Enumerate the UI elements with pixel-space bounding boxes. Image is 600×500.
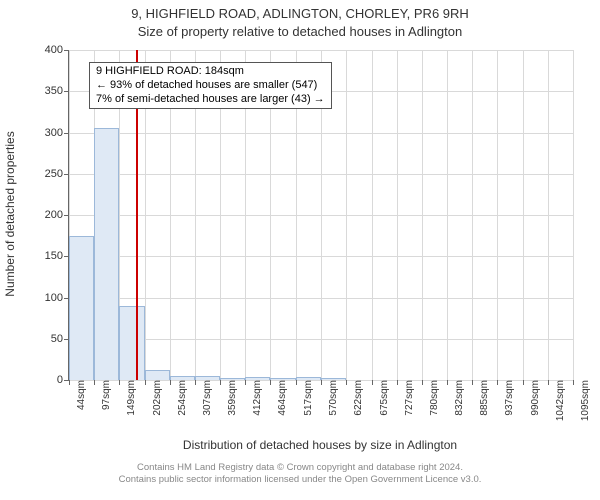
histogram-bar [321,378,346,380]
xtick-label: 202sqm [150,380,163,440]
histogram-bar [145,370,170,380]
xtick-mark [472,380,473,385]
xtick-label: 885sqm [477,380,490,440]
xtick-label: 464sqm [275,380,288,440]
xtick-mark [497,380,498,385]
gridline-v [573,50,574,380]
xtick-mark [245,380,246,385]
info-box-line: ← 93% of detached houses are smaller (54… [96,79,325,93]
xtick-label: 254sqm [175,380,188,440]
histogram-bar [245,377,270,380]
histogram-bar [94,128,119,380]
xtick-label: 937sqm [502,380,515,440]
histogram-bar [220,378,245,380]
xtick-label: 675sqm [377,380,390,440]
xtick-mark [397,380,398,385]
xtick-mark [220,380,221,385]
xtick-label: 307sqm [200,380,213,440]
info-box-line: 9 HIGHFIELD ROAD: 184sqm [96,65,325,79]
xtick-label: 727sqm [402,380,415,440]
gridline-v [346,50,347,380]
xtick-label: 1042sqm [553,380,566,440]
chart-title-line2: Size of property relative to detached ho… [0,24,600,39]
xtick-label: 990sqm [528,380,541,440]
xtick-label: 44sqm [74,380,87,440]
info-box: 9 HIGHFIELD ROAD: 184sqm← 93% of detache… [89,62,332,109]
gridline-v [372,50,373,380]
histogram-bar [119,306,144,380]
chart-root: 9, HIGHFIELD ROAD, ADLINGTON, CHORLEY, P… [0,0,600,500]
xtick-label: 570sqm [326,380,339,440]
xtick-label: 359sqm [225,380,238,440]
footer-line2: Contains public sector information licen… [0,474,600,486]
gridline-v [548,50,549,380]
ytick-label: 150 [45,250,69,262]
ytick-label: 0 [57,374,69,386]
ytick-label: 100 [45,292,69,304]
xtick-label: 149sqm [124,380,137,440]
xtick-label: 97sqm [99,380,112,440]
ytick-label: 400 [45,44,69,56]
xtick-mark [170,380,171,385]
histogram-bar [195,376,220,380]
xtick-mark [422,380,423,385]
gridline-v [523,50,524,380]
gridline-v [422,50,423,380]
xtick-mark [296,380,297,385]
histogram-bar [170,376,195,380]
gridline-v [472,50,473,380]
chart-title-line1: 9, HIGHFIELD ROAD, ADLINGTON, CHORLEY, P… [0,6,600,21]
ytick-label: 250 [45,168,69,180]
ytick-label: 300 [45,127,69,139]
xtick-mark [145,380,146,385]
gridline-v [447,50,448,380]
chart-footer: Contains HM Land Registry data © Crown c… [0,462,600,486]
xtick-mark [523,380,524,385]
xtick-mark [346,380,347,385]
info-box-line: 7% of semi-detached houses are larger (4… [96,93,325,107]
xtick-label: 412sqm [250,380,263,440]
xtick-mark [94,380,95,385]
xtick-mark [548,380,549,385]
xtick-mark [119,380,120,385]
histogram-bar [270,378,295,380]
xtick-mark [372,380,373,385]
ytick-label: 50 [51,333,69,345]
xtick-label: 832sqm [452,380,465,440]
histogram-bar [69,236,94,380]
xtick-mark [447,380,448,385]
footer-line1: Contains HM Land Registry data © Crown c… [0,462,600,474]
xtick-label: 1095sqm [578,380,591,440]
gridline-v [397,50,398,380]
xtick-label: 780sqm [427,380,440,440]
xtick-label: 517sqm [301,380,314,440]
xtick-mark [195,380,196,385]
xtick-label: 622sqm [351,380,364,440]
gridline-v [497,50,498,380]
ytick-label: 200 [45,209,69,221]
xtick-mark [69,380,70,385]
xtick-mark [573,380,574,385]
histogram-bar [296,377,321,380]
ytick-label: 350 [45,85,69,97]
xtick-mark [270,380,271,385]
y-axis-title: Number of detached properties [3,49,17,379]
xtick-mark [321,380,322,385]
plot-area: 05010015020025030035040044sqm97sqm149sqm… [68,50,573,381]
x-axis-title: Distribution of detached houses by size … [68,438,572,452]
